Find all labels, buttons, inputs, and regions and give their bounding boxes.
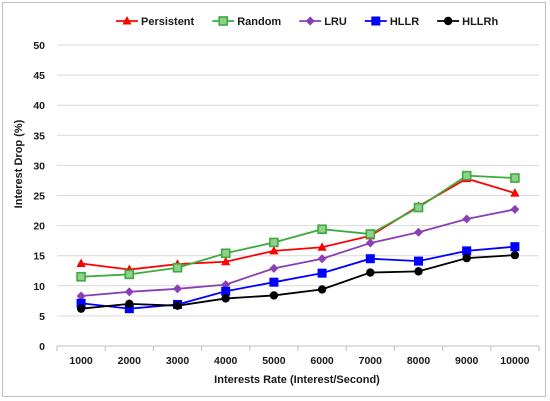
- y-tick-label: 20: [33, 221, 45, 233]
- legend-item-lru: LRU: [299, 16, 347, 28]
- data-point-random: [413, 202, 424, 213]
- y-tick-label: 15: [33, 251, 45, 263]
- y-tick-label: 45: [33, 70, 45, 82]
- data-point-hllrh: [221, 294, 230, 303]
- x-tick-label: 9000: [455, 355, 479, 367]
- legend: Persistent Random LRU HLLR HLLRh: [116, 16, 498, 28]
- data-point-hllr: [365, 254, 375, 264]
- data-point-random: [172, 262, 183, 273]
- y-tick-label: 5: [39, 311, 45, 323]
- data-point-lru: [462, 214, 472, 224]
- y-axis-title: Interest Drop (%): [13, 119, 25, 208]
- series-line-lru: [81, 208, 516, 297]
- x-tick-label: 2000: [118, 355, 142, 367]
- y-tick-label: 10: [33, 281, 45, 293]
- data-point-hllr: [414, 256, 423, 266]
- y-tick-label: 35: [33, 130, 45, 142]
- x-tick-label: 4000: [214, 355, 238, 367]
- series-random: [76, 170, 520, 282]
- y-tick-label: 25: [33, 191, 45, 203]
- y-tick-label: 40: [33, 100, 45, 112]
- data-point-hllr: [76, 298, 86, 308]
- data-point-hllrh: [125, 299, 134, 309]
- legend-item-hllrh: HLLRh: [437, 16, 498, 28]
- x-tick-label: 8000: [407, 355, 431, 367]
- y-tick-label: 50: [33, 40, 45, 52]
- chart-frame: [2, 2, 546, 397]
- data-point-lru: [414, 227, 423, 237]
- data-point-hllrh: [462, 253, 471, 263]
- legend-item-hllr: HLLR: [364, 16, 419, 28]
- data-point-lru: [365, 238, 375, 248]
- x-axis-title: Interests Rate (Interest/Second): [214, 374, 380, 386]
- x-tick-label: 10000: [500, 355, 529, 367]
- data-point-lru: [510, 204, 520, 214]
- legend-label: HLLRh: [462, 16, 498, 28]
- legend-item-random: Random: [212, 16, 281, 28]
- data-point-hllr: [221, 286, 231, 296]
- data-point-hllrh: [414, 267, 423, 276]
- data-point-hllr: [269, 277, 279, 287]
- legend-marker-hllr: [371, 16, 381, 26]
- data-point-random: [76, 271, 86, 282]
- data-point-hllrh: [510, 250, 520, 260]
- data-point-random: [461, 170, 472, 181]
- axes: 0 5 10 15 20 25 30 35 40 45 50 1000 2000 3000 4000 5000…: [33, 40, 540, 367]
- data-point-hllrh: [76, 304, 86, 313]
- series-line-hllr: [80, 245, 515, 310]
- legend-label: Random: [237, 16, 281, 28]
- legend-item-persistent: Persistent: [116, 16, 195, 28]
- series-layer: [76, 170, 520, 314]
- series-line-hllrh: [81, 254, 515, 310]
- data-point-random: [317, 224, 327, 235]
- data-point-persistent: [76, 258, 86, 268]
- legend-label: HLLR: [390, 16, 419, 28]
- data-point-lru: [124, 287, 134, 297]
- legend-label: LRU: [324, 16, 347, 28]
- data-point-hllr: [510, 242, 520, 252]
- data-point-hllr: [317, 268, 327, 278]
- series-hllrh: [76, 250, 520, 313]
- data-point-hllrh: [173, 301, 182, 310]
- x-tick-label: 6000: [310, 355, 334, 367]
- legend-marker-random: [218, 16, 229, 26]
- legend-marker-hllrh: [443, 16, 453, 26]
- series-line-random: [81, 174, 515, 278]
- data-point-persistent: [221, 256, 231, 266]
- y-tick-label: 30: [33, 160, 45, 172]
- x-tick-label: 7000: [359, 355, 383, 367]
- data-point-persistent: [317, 242, 327, 251]
- data-point-random: [510, 173, 520, 183]
- data-point-random: [365, 229, 376, 239]
- series-hllr: [76, 242, 520, 314]
- x-tick-label: 5000: [262, 355, 286, 367]
- data-point-hllr: [124, 304, 134, 314]
- data-point-hllrh: [269, 291, 279, 300]
- data-point-lru: [76, 291, 86, 301]
- data-point-random: [124, 269, 135, 280]
- data-point-lru: [317, 254, 327, 264]
- data-point-lru: [173, 284, 182, 294]
- series-lru: [76, 204, 520, 301]
- data-point-random: [269, 237, 279, 248]
- x-tick-label: 1000: [69, 355, 93, 367]
- data-point-random: [220, 248, 231, 259]
- data-point-hllrh: [366, 268, 375, 277]
- data-point-hllr: [462, 246, 472, 256]
- y-tick-label: 0: [39, 341, 45, 353]
- data-point-persistent: [269, 245, 279, 255]
- legend-marker-lru: [305, 16, 315, 26]
- gridlines: [57, 44, 539, 317]
- x-tick-label: 3000: [166, 355, 190, 367]
- data-point-lru: [269, 263, 279, 273]
- data-point-persistent: [510, 188, 520, 197]
- legend-marker-persistent: [122, 16, 132, 25]
- legend-label: Persistent: [141, 16, 195, 28]
- data-point-hllrh: [317, 285, 327, 294]
